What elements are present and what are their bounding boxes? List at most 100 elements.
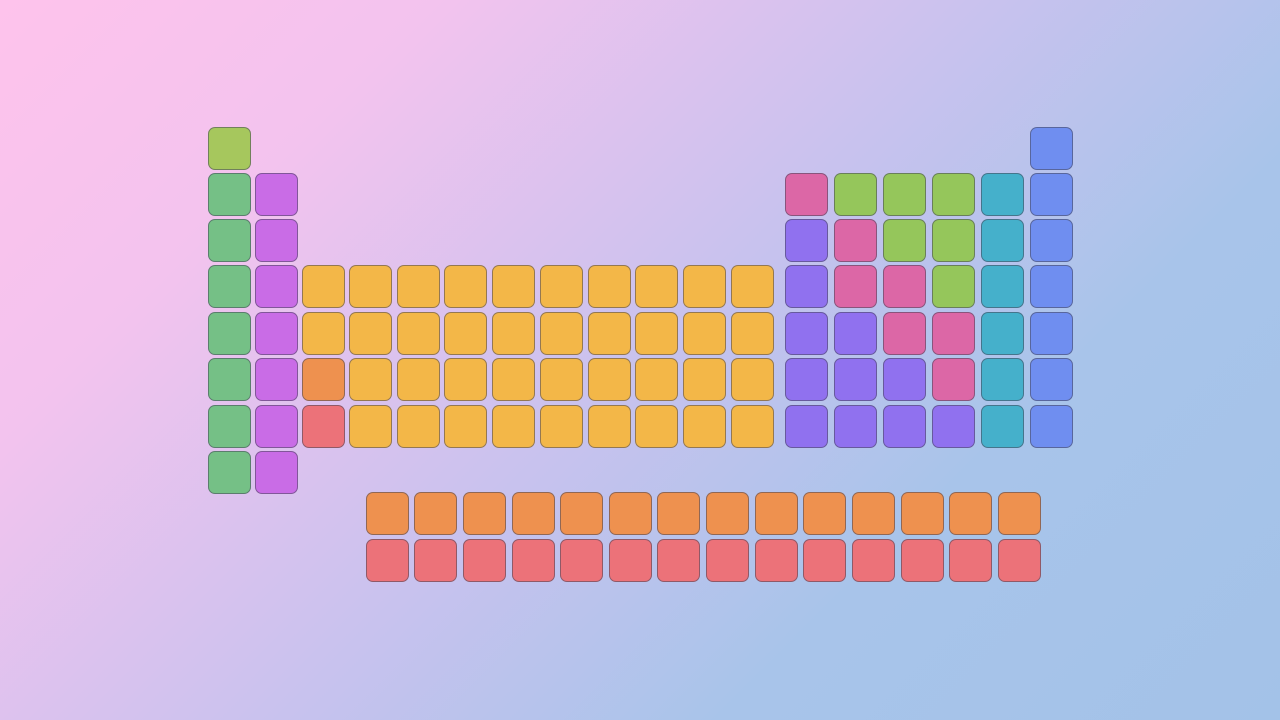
element-tile-transition-metal[interactable] bbox=[540, 358, 583, 401]
element-tile-metalloid[interactable] bbox=[785, 173, 828, 216]
element-tile-alkali-metal[interactable] bbox=[208, 451, 251, 494]
element-tile-post-transition-metal[interactable] bbox=[932, 405, 975, 448]
element-tile-reactive-nonmetal[interactable] bbox=[883, 219, 926, 262]
element-tile-post-transition-metal[interactable] bbox=[785, 312, 828, 355]
element-tile-reactive-nonmetal[interactable] bbox=[883, 173, 926, 216]
element-tile-transition-metal[interactable] bbox=[397, 405, 440, 448]
f-block-tile-lanthanide[interactable] bbox=[414, 492, 457, 535]
element-tile-reactive-nonmetal[interactable] bbox=[834, 173, 877, 216]
element-tile-metalloid[interactable] bbox=[834, 219, 877, 262]
f-block-tile-actinide[interactable] bbox=[901, 539, 944, 582]
element-tile-transition-metal[interactable] bbox=[540, 265, 583, 308]
element-tile-transition-metal[interactable] bbox=[635, 312, 678, 355]
element-tile-transition-metal[interactable] bbox=[444, 265, 487, 308]
element-tile-reactive-nonmetal[interactable] bbox=[932, 173, 975, 216]
f-block-tile-lanthanide[interactable] bbox=[755, 492, 798, 535]
element-tile-transition-metal[interactable] bbox=[731, 265, 774, 308]
element-tile-post-transition-metal[interactable] bbox=[883, 358, 926, 401]
element-tile-alkali-metal[interactable] bbox=[208, 219, 251, 262]
element-tile-transition-metal[interactable] bbox=[635, 358, 678, 401]
element-tile-transition-metal[interactable] bbox=[397, 265, 440, 308]
element-tile-transition-metal[interactable] bbox=[540, 405, 583, 448]
element-tile-reactive-nonmetal[interactable] bbox=[932, 219, 975, 262]
element-tile-post-transition-metal[interactable] bbox=[785, 219, 828, 262]
f-block-tile-lanthanide[interactable] bbox=[901, 492, 944, 535]
element-tile-transition-metal[interactable] bbox=[349, 312, 392, 355]
f-block-tile-actinide[interactable] bbox=[706, 539, 749, 582]
element-tile-transition-metal[interactable] bbox=[683, 405, 726, 448]
element-tile-alkaline-earth-metal[interactable] bbox=[255, 312, 298, 355]
element-tile-alkali-metal[interactable] bbox=[208, 312, 251, 355]
element-tile-halogen[interactable] bbox=[981, 173, 1024, 216]
f-block-tile-actinide[interactable] bbox=[366, 539, 409, 582]
f-block-tile-lanthanide[interactable] bbox=[706, 492, 749, 535]
element-tile-transition-metal[interactable] bbox=[444, 405, 487, 448]
f-block-tile-actinide[interactable] bbox=[949, 539, 992, 582]
element-tile-transition-metal[interactable] bbox=[635, 265, 678, 308]
element-tile-alkali-metal[interactable] bbox=[208, 265, 251, 308]
element-tile-transition-metal[interactable] bbox=[349, 358, 392, 401]
element-tile-transition-metal[interactable] bbox=[397, 358, 440, 401]
f-block-tile-actinide[interactable] bbox=[609, 539, 652, 582]
element-tile-alkaline-earth-metal[interactable] bbox=[255, 451, 298, 494]
element-tile-alkali-metal[interactable] bbox=[208, 358, 251, 401]
element-tile-transition-metal[interactable] bbox=[683, 358, 726, 401]
element-tile-halogen[interactable] bbox=[981, 219, 1024, 262]
element-tile-alkaline-earth-metal[interactable] bbox=[255, 265, 298, 308]
element-tile-transition-metal[interactable] bbox=[540, 312, 583, 355]
f-block-tile-lanthanide[interactable] bbox=[803, 492, 846, 535]
f-block-tile-lanthanide[interactable] bbox=[463, 492, 506, 535]
element-tile-metalloid[interactable] bbox=[932, 358, 975, 401]
element-tile-hydrogen[interactable] bbox=[208, 127, 251, 170]
element-tile-transition-metal[interactable] bbox=[349, 265, 392, 308]
element-tile-transition-metal[interactable] bbox=[492, 265, 535, 308]
element-tile-halogen[interactable] bbox=[981, 405, 1024, 448]
element-tile-noble-gas[interactable] bbox=[1030, 173, 1073, 216]
element-tile-transition-metal[interactable] bbox=[492, 358, 535, 401]
element-tile-post-transition-metal[interactable] bbox=[834, 358, 877, 401]
element-tile-transition-metal[interactable] bbox=[588, 312, 631, 355]
element-tile-noble-gas[interactable] bbox=[1030, 127, 1073, 170]
element-tile-transition-metal[interactable] bbox=[588, 265, 631, 308]
element-tile-transition-metal[interactable] bbox=[302, 265, 345, 308]
f-block-tile-actinide[interactable] bbox=[852, 539, 895, 582]
element-tile-transition-metal[interactable] bbox=[492, 405, 535, 448]
element-tile-metalloid[interactable] bbox=[834, 265, 877, 308]
element-tile-transition-metal[interactable] bbox=[588, 358, 631, 401]
f-block-tile-actinide[interactable] bbox=[755, 539, 798, 582]
element-tile-transition-metal[interactable] bbox=[683, 265, 726, 308]
element-tile-transition-metal[interactable] bbox=[302, 312, 345, 355]
f-block-tile-actinide[interactable] bbox=[998, 539, 1041, 582]
element-tile-alkaline-earth-metal[interactable] bbox=[255, 219, 298, 262]
element-tile-transition-metal[interactable] bbox=[349, 405, 392, 448]
element-tile-alkaline-earth-metal[interactable] bbox=[255, 405, 298, 448]
element-tile-transition-metal[interactable] bbox=[683, 312, 726, 355]
element-tile-alkaline-earth-metal[interactable] bbox=[255, 173, 298, 216]
element-tile-metalloid[interactable] bbox=[883, 265, 926, 308]
element-tile-transition-metal[interactable] bbox=[731, 405, 774, 448]
f-block-tile-lanthanide[interactable] bbox=[366, 492, 409, 535]
element-tile-post-transition-metal[interactable] bbox=[785, 405, 828, 448]
element-tile-actinide[interactable] bbox=[302, 405, 345, 448]
element-tile-halogen[interactable] bbox=[981, 265, 1024, 308]
element-tile-alkali-metal[interactable] bbox=[208, 173, 251, 216]
f-block-tile-lanthanide[interactable] bbox=[852, 492, 895, 535]
element-tile-transition-metal[interactable] bbox=[588, 405, 631, 448]
f-block-tile-actinide[interactable] bbox=[414, 539, 457, 582]
element-tile-noble-gas[interactable] bbox=[1030, 405, 1073, 448]
element-tile-post-transition-metal[interactable] bbox=[834, 405, 877, 448]
f-block-tile-lanthanide[interactable] bbox=[560, 492, 603, 535]
f-block-tile-actinide[interactable] bbox=[657, 539, 700, 582]
element-tile-transition-metal[interactable] bbox=[635, 405, 678, 448]
element-tile-noble-gas[interactable] bbox=[1030, 219, 1073, 262]
f-block-tile-lanthanide[interactable] bbox=[998, 492, 1041, 535]
element-tile-transition-metal[interactable] bbox=[731, 312, 774, 355]
element-tile-alkali-metal[interactable] bbox=[208, 405, 251, 448]
element-tile-noble-gas[interactable] bbox=[1030, 312, 1073, 355]
element-tile-noble-gas[interactable] bbox=[1030, 358, 1073, 401]
f-block-tile-actinide[interactable] bbox=[560, 539, 603, 582]
element-tile-reactive-nonmetal[interactable] bbox=[932, 265, 975, 308]
element-tile-halogen[interactable] bbox=[981, 312, 1024, 355]
element-tile-post-transition-metal[interactable] bbox=[834, 312, 877, 355]
f-block-tile-actinide[interactable] bbox=[512, 539, 555, 582]
